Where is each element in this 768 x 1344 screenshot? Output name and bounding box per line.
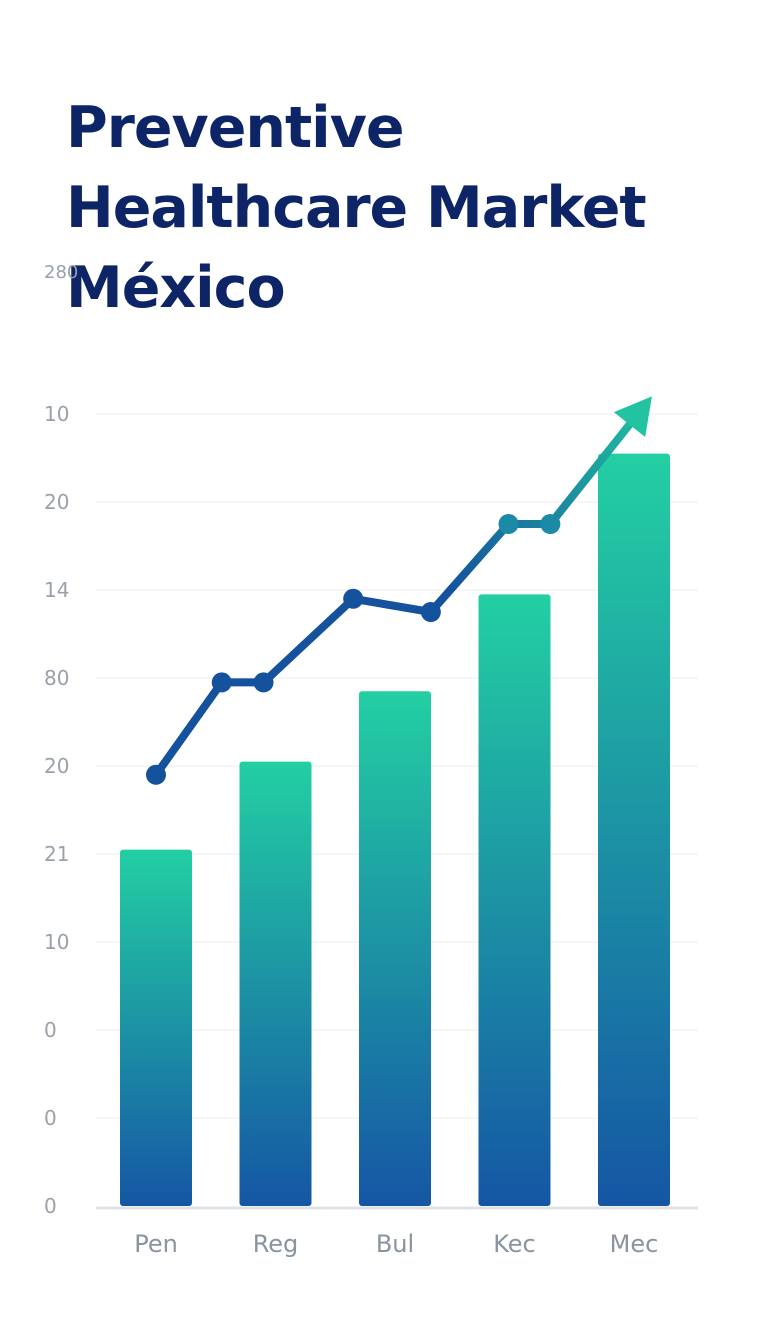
trend-point: [146, 764, 166, 785]
trend-point: [498, 514, 519, 534]
x-tick-label: Bul: [376, 1230, 414, 1258]
bar-kec: [478, 594, 551, 1206]
x-tick-label: Kec: [493, 1230, 536, 1258]
trend-point: [540, 514, 561, 534]
y-tick-label: 280: [44, 262, 78, 283]
trend-point: [211, 672, 232, 693]
y-axis-tick-labels: 0 0 0 10 21 20 80 14 20 10 280: [44, 262, 78, 1218]
x-tick-label: Mec: [610, 1230, 659, 1258]
chart-title: Preventive Healthcare Market México: [66, 88, 746, 328]
y-tick-label: 0: [44, 1106, 57, 1130]
y-tick-label: 14: [44, 578, 69, 602]
trend-point: [253, 672, 274, 693]
trend-point: [343, 588, 364, 609]
x-tick-label: Pen: [134, 1230, 178, 1258]
y-tick-label: 10: [44, 930, 69, 954]
y-tick-label: 80: [44, 666, 69, 690]
trend-line: [146, 396, 652, 785]
bar-mec: [598, 453, 670, 1207]
y-tick-label: 0: [44, 1194, 57, 1218]
y-tick-label: 20: [44, 754, 69, 778]
chart-title-line-3: México: [66, 255, 286, 321]
bars: [120, 453, 670, 1207]
bar-pen: [120, 849, 192, 1206]
y-tick-label: 20: [44, 490, 69, 514]
x-tick-label: Reg: [253, 1230, 299, 1258]
bar-reg: [239, 761, 312, 1206]
x-axis-tick-labels: Pen Reg Bul Kec Mec: [134, 1230, 658, 1258]
bar-bul: [359, 691, 431, 1206]
chart-title-line-1: Preventive: [66, 95, 405, 161]
y-tick-label: 0: [44, 1018, 57, 1042]
chart-title-line-2: Healthcare Market: [66, 175, 647, 241]
y-tick-label: 21: [44, 842, 69, 866]
trend-point: [420, 602, 441, 622]
trend-arrow-head: [613, 396, 652, 438]
y-tick-label: 10: [44, 402, 69, 426]
